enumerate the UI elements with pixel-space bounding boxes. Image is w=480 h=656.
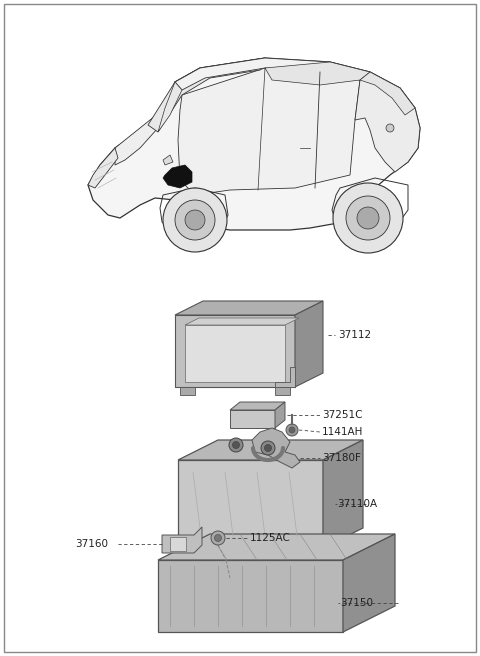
Polygon shape <box>252 428 300 468</box>
Polygon shape <box>275 402 285 428</box>
Polygon shape <box>275 387 290 395</box>
Polygon shape <box>360 72 415 115</box>
Polygon shape <box>185 325 285 382</box>
Text: 37110A: 37110A <box>337 499 377 509</box>
Circle shape <box>333 183 403 253</box>
Polygon shape <box>88 148 118 188</box>
Circle shape <box>211 531 225 545</box>
Polygon shape <box>175 315 295 387</box>
Text: 1141AH: 1141AH <box>322 427 363 437</box>
Polygon shape <box>355 72 420 172</box>
Circle shape <box>264 445 272 451</box>
Circle shape <box>185 210 205 230</box>
Circle shape <box>229 438 243 452</box>
Polygon shape <box>162 527 202 553</box>
Polygon shape <box>148 58 265 132</box>
Circle shape <box>286 424 298 436</box>
Polygon shape <box>275 367 295 387</box>
Polygon shape <box>158 560 343 632</box>
Polygon shape <box>178 68 360 195</box>
Polygon shape <box>175 58 370 90</box>
Polygon shape <box>163 155 173 165</box>
Polygon shape <box>265 62 370 85</box>
Polygon shape <box>178 440 363 460</box>
Text: 37112: 37112 <box>338 330 371 340</box>
Text: 37180F: 37180F <box>322 453 361 463</box>
Polygon shape <box>295 301 323 387</box>
Text: 37251C: 37251C <box>322 410 362 420</box>
Circle shape <box>386 124 394 132</box>
Circle shape <box>289 427 295 433</box>
Circle shape <box>357 207 379 229</box>
Circle shape <box>261 441 275 455</box>
Circle shape <box>163 188 227 252</box>
Circle shape <box>215 535 221 541</box>
Circle shape <box>346 196 390 240</box>
Polygon shape <box>180 387 195 395</box>
Text: 37160: 37160 <box>75 539 108 549</box>
Polygon shape <box>230 410 275 428</box>
Polygon shape <box>323 440 363 548</box>
Polygon shape <box>158 82 182 132</box>
Polygon shape <box>88 58 420 230</box>
Text: 1125AC: 1125AC <box>250 533 291 543</box>
Polygon shape <box>343 534 395 632</box>
Polygon shape <box>100 68 200 175</box>
Polygon shape <box>163 165 192 188</box>
Polygon shape <box>175 301 323 315</box>
Polygon shape <box>178 460 323 548</box>
Circle shape <box>175 200 215 240</box>
Polygon shape <box>115 78 195 165</box>
Polygon shape <box>230 402 285 410</box>
Polygon shape <box>170 537 186 551</box>
Polygon shape <box>158 534 395 560</box>
Text: 37150: 37150 <box>340 598 373 608</box>
Polygon shape <box>185 318 299 325</box>
Circle shape <box>232 441 240 449</box>
